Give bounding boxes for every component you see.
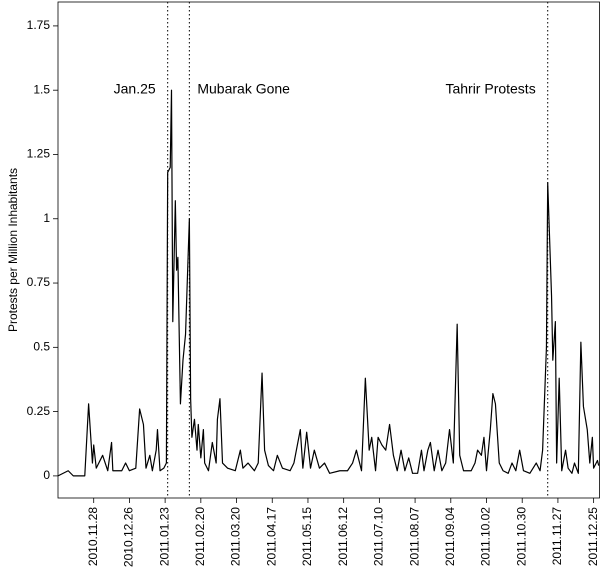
y-tick-label: 0.5 [33,339,50,353]
x-tick-label: 2010.12.26 [122,507,136,567]
x-tick-label: 2011.04.17 [264,507,278,566]
x-tick-label: 2011.01.23 [157,507,171,566]
event-label: Jan.25 [114,81,156,97]
y-axis-label: Protests per Million Inhabitants [6,168,20,332]
y-tick-label: 1.75 [27,18,51,32]
y-tick-label: 1.5 [33,82,50,96]
x-tick-label: 2011.05.15 [300,507,314,566]
x-tick-label: 2011.07.10 [372,507,386,566]
x-tick-label: 2011.03.20 [229,507,243,566]
x-tick-label: 2011.02.20 [193,507,207,566]
x-tick-label: 2011.09.04 [443,507,457,566]
data-line [57,89,600,477]
x-tick-label: 2011.08.07 [407,507,421,566]
y-tick-label: 1.25 [27,147,51,161]
event-label: Mubarak Gone [197,81,290,97]
x-tick-label: 2011.06.12 [336,507,350,566]
x-tick-label: 2011.10.02 [479,507,493,566]
x-tick-label: 2011.12.25 [586,507,600,566]
x-tick-label: 2011.11.27 [550,507,564,566]
y-tick-label: 0.75 [27,275,51,289]
event-label: Tahrir Protests [445,81,535,97]
y-tick-label: 1 [43,211,50,225]
y-tick-label: 0 [43,468,50,482]
x-tick-label: 2010.11.28 [86,507,100,566]
y-tick-label: 0.25 [27,404,51,418]
x-tick-label: 2011.10.30 [514,507,528,566]
